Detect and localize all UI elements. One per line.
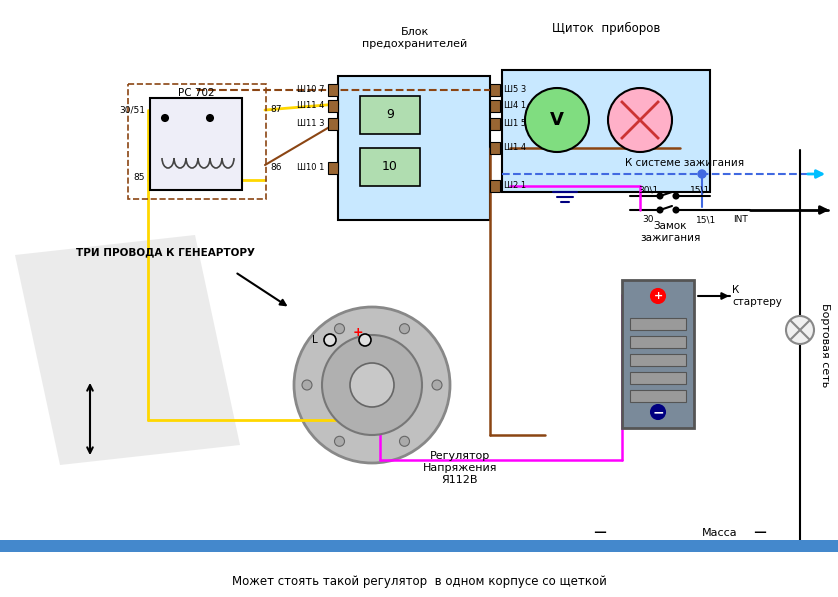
Circle shape: [359, 334, 371, 346]
Text: К
стартеру: К стартеру: [732, 285, 782, 307]
Bar: [622, 280, 694, 428]
Bar: [630, 390, 686, 402]
Bar: [490, 118, 500, 130]
Text: V: V: [550, 111, 564, 129]
Text: Ш4 1: Ш4 1: [504, 101, 526, 110]
Text: 30\1: 30\1: [638, 186, 658, 195]
Bar: [490, 180, 500, 192]
Text: Ш1 5: Ш1 5: [504, 119, 526, 128]
Circle shape: [658, 193, 663, 198]
Text: 9: 9: [386, 109, 394, 122]
Circle shape: [400, 436, 410, 447]
Text: Может стоять такой регулятор  в одном корпусе со щеткой: Может стоять такой регулятор в одном кор…: [231, 574, 607, 587]
Text: −: −: [753, 524, 768, 542]
Text: 87: 87: [270, 106, 282, 115]
Bar: [338, 76, 490, 220]
Bar: [630, 318, 686, 330]
Text: +: +: [353, 327, 364, 340]
Text: 86: 86: [270, 164, 282, 173]
Bar: [150, 98, 242, 190]
Polygon shape: [15, 235, 240, 465]
Circle shape: [658, 208, 663, 213]
Bar: [502, 70, 710, 192]
Text: 30: 30: [642, 216, 654, 224]
Text: Ш2 1: Ш2 1: [504, 181, 526, 190]
Circle shape: [674, 208, 679, 213]
Circle shape: [432, 380, 442, 390]
Bar: [630, 336, 686, 348]
Bar: [0, 540, 838, 552]
Text: Ш1 4: Ш1 4: [504, 143, 526, 152]
Circle shape: [651, 405, 665, 419]
Bar: [490, 142, 500, 154]
Circle shape: [400, 324, 410, 334]
Text: Регулятор
Напряжения
Я112В: Регулятор Напряжения Я112В: [422, 451, 497, 485]
Text: INT: INT: [732, 216, 747, 224]
Text: −: −: [652, 405, 664, 419]
Text: Ш10 1: Ш10 1: [297, 164, 324, 173]
Bar: [360, 96, 420, 134]
Circle shape: [674, 193, 679, 198]
Circle shape: [294, 307, 450, 463]
Circle shape: [334, 436, 344, 447]
Text: +: +: [654, 291, 663, 301]
Bar: [328, 84, 338, 96]
Circle shape: [324, 334, 336, 346]
Text: РС 702: РС 702: [178, 88, 215, 98]
Text: Щиток  приборов: Щиток приборов: [551, 21, 660, 35]
Bar: [328, 100, 338, 112]
Text: Ш5 3: Ш5 3: [504, 85, 526, 94]
Text: Замок
зажигания: Замок зажигания: [639, 221, 701, 243]
Text: ТРИ ПРОВОДА К ГЕНЕАРТОРУ: ТРИ ПРОВОДА К ГЕНЕАРТОРУ: [75, 247, 255, 257]
Text: 15\1: 15\1: [690, 186, 710, 195]
Text: 15\1: 15\1: [696, 216, 716, 224]
Circle shape: [350, 363, 394, 407]
Bar: [328, 162, 338, 174]
Bar: [490, 84, 500, 96]
Text: L: L: [313, 335, 318, 345]
Circle shape: [162, 115, 168, 121]
Bar: [490, 100, 500, 112]
Circle shape: [651, 289, 665, 303]
Text: К системе зажигания: К системе зажигания: [625, 158, 744, 168]
Circle shape: [608, 88, 672, 152]
Bar: [328, 118, 338, 130]
Text: Ш11 3: Ш11 3: [297, 119, 324, 128]
Text: Блок
предохранителей: Блок предохранителей: [362, 27, 468, 49]
Text: 85: 85: [133, 174, 145, 183]
Text: 10: 10: [382, 161, 398, 174]
Text: Ш11 4: Ш11 4: [297, 101, 324, 110]
Circle shape: [334, 324, 344, 334]
Bar: [360, 148, 420, 186]
Circle shape: [322, 335, 422, 435]
Circle shape: [207, 115, 213, 121]
Bar: [630, 354, 686, 366]
Text: 30/51: 30/51: [119, 106, 145, 115]
Circle shape: [302, 380, 312, 390]
Circle shape: [525, 88, 589, 152]
Text: Масса: Масса: [702, 528, 737, 538]
Text: Бортовая сеть: Бортовая сеть: [820, 303, 830, 387]
Text: −: −: [592, 524, 608, 542]
Text: Ш10 7: Ш10 7: [297, 85, 324, 94]
Bar: [630, 372, 686, 384]
Circle shape: [786, 316, 814, 344]
Circle shape: [698, 170, 706, 178]
Bar: [128, 84, 266, 199]
